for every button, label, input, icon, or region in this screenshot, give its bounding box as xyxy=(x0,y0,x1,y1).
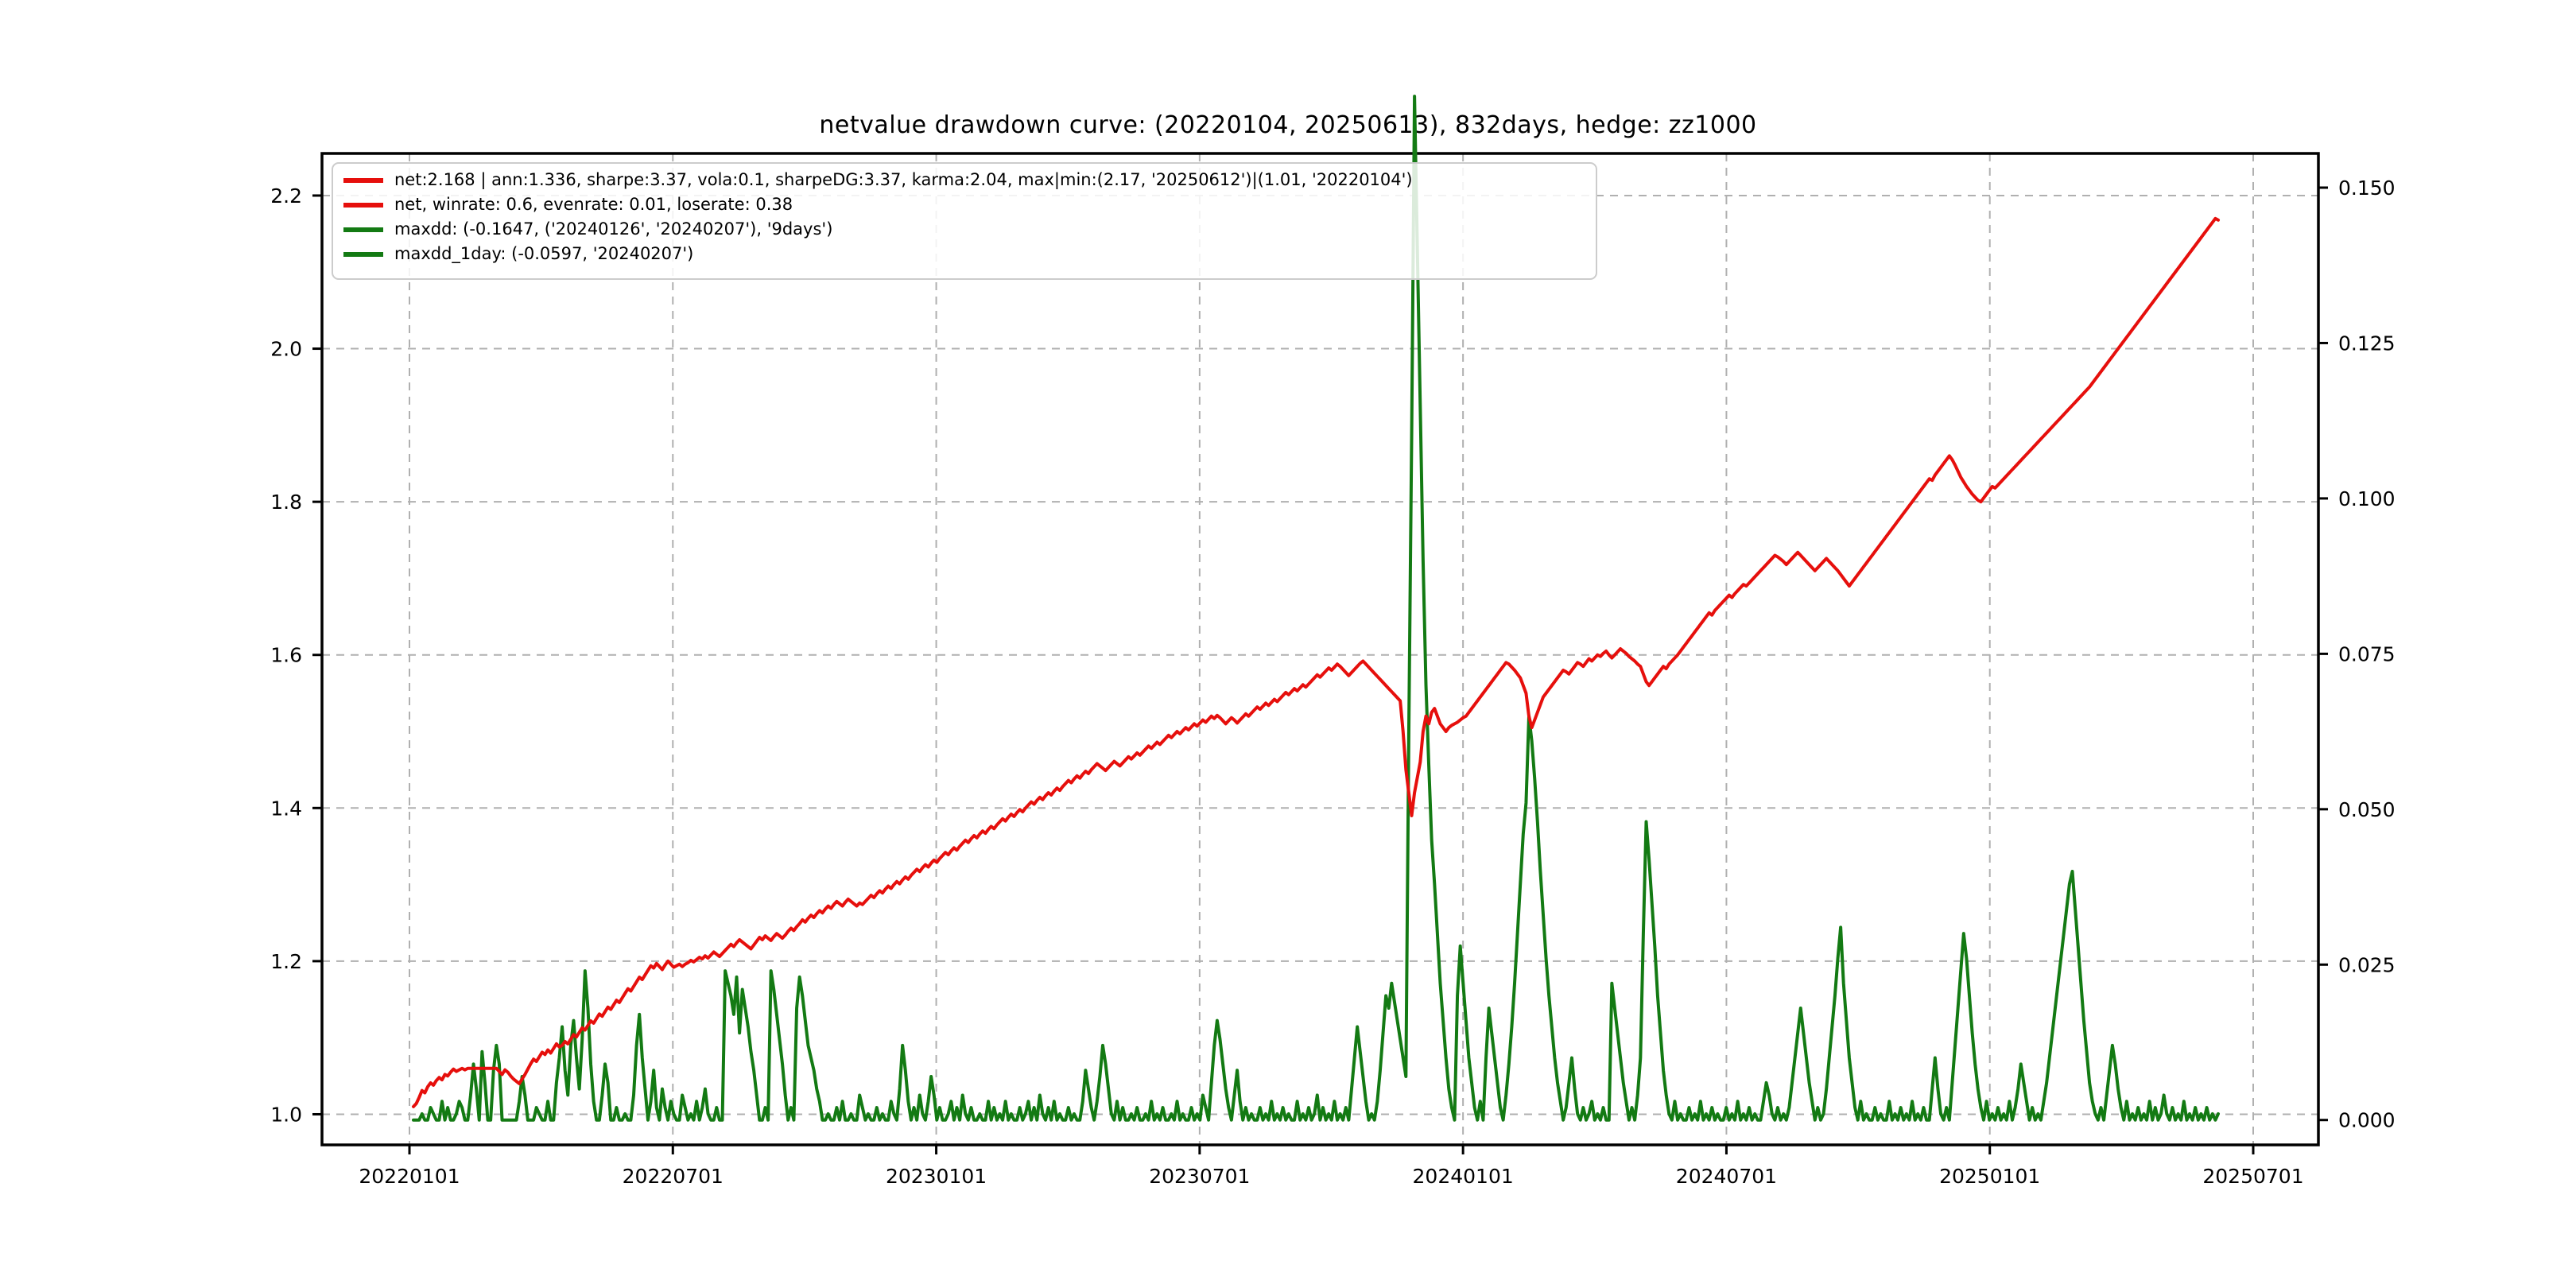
y-left-axis-tick-labels: 1.0 1.2 1.4 1.6 1.8 2.0 2.2 xyxy=(270,184,302,1127)
y-right-tickmarks-group xyxy=(2318,186,2328,1122)
y-right-tick-label: 0.075 xyxy=(2338,642,2396,665)
y-left-tick-label: 1.4 xyxy=(270,797,302,820)
legend-label: net:2.168 | ann:1.336, sharpe:3.37, vola… xyxy=(394,170,1413,190)
legend-item[interactable]: maxdd_1day: (-0.0597, '20240207') xyxy=(343,244,693,264)
x-tick-label: 20220101 xyxy=(359,1165,460,1188)
legend-label: maxdd_1day: (-0.0597, '20240207') xyxy=(394,244,693,264)
net-value-series-line xyxy=(412,216,2220,1108)
y-left-tick-label: 1.0 xyxy=(270,1103,302,1126)
y-right-tick-label: 0.050 xyxy=(2338,798,2396,821)
y-left-tick-label: 1.2 xyxy=(270,950,302,973)
x-tickmarks-group xyxy=(408,1145,2255,1154)
drawdown-series-line xyxy=(412,95,2220,1122)
y-right-tick-label: 0.100 xyxy=(2338,487,2396,510)
y-left-tickmarks-group xyxy=(312,194,322,1115)
x-tick-label: 20250101 xyxy=(1939,1165,2040,1188)
legend-item[interactable]: net:2.168 | ann:1.336, sharpe:3.37, vola… xyxy=(343,170,1413,190)
chart-title: netvalue drawdown curve: (20220104, 2025… xyxy=(819,111,1757,139)
plot-border xyxy=(320,152,2320,1146)
legend-background xyxy=(332,162,1597,280)
y-left-tick-label: 2.0 xyxy=(270,338,302,361)
chart-legend[interactable]: net:2.168 | ann:1.336, sharpe:3.37, vola… xyxy=(332,162,1597,280)
x-tick-label: 20220701 xyxy=(623,1165,724,1188)
legend-item[interactable]: maxdd: (-0.1647, ('20240126', '20240207'… xyxy=(343,219,832,239)
x-tick-label: 20240101 xyxy=(1413,1165,1514,1188)
x-tick-label: 20230701 xyxy=(1149,1165,1250,1188)
y-left-tick-label: 2.2 xyxy=(270,184,302,208)
y-right-axis-tick-labels: 0.000 0.025 0.050 0.075 0.100 0.125 0.150 xyxy=(2338,177,2396,1132)
legend-items-group: net:2.168 | ann:1.336, sharpe:3.37, vola… xyxy=(343,170,1413,264)
y-right-tick-label: 0.125 xyxy=(2338,332,2396,355)
y-right-tick-label: 0.000 xyxy=(2338,1109,2396,1132)
x-tick-label: 20250701 xyxy=(2202,1165,2303,1188)
legend-label: maxdd: (-0.1647, ('20240126', '20240207'… xyxy=(394,219,832,239)
x-tick-label: 20240701 xyxy=(1676,1165,1777,1188)
legend-label: net, winrate: 0.6, evenrate: 0.01, loser… xyxy=(394,195,793,214)
y-left-tick-label: 1.8 xyxy=(270,491,302,514)
legend-item[interactable]: net, winrate: 0.6, evenrate: 0.01, loser… xyxy=(343,195,793,214)
y-left-tick-label: 1.6 xyxy=(270,644,302,667)
y-right-tick-label: 0.025 xyxy=(2338,953,2396,976)
x-axis-tick-labels: 20220101 20220701 20230101 20230701 20240101… xyxy=(359,1165,2303,1188)
y-right-tick-label: 0.150 xyxy=(2338,177,2396,200)
x-tick-label: 20230101 xyxy=(886,1165,987,1188)
